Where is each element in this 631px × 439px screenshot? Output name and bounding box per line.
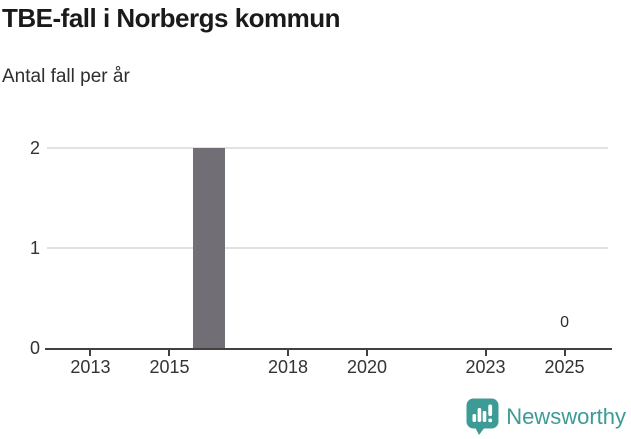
- x-axis-line: [45, 348, 612, 350]
- y-axis-tick-label: 1: [29, 238, 40, 258]
- x-axis-tick-mark: [168, 350, 171, 356]
- y-axis-tick-label: 2: [29, 138, 40, 158]
- x-axis-tick-label: 2020: [346, 357, 388, 377]
- x-axis-tick-label: 2018: [267, 357, 308, 377]
- x-axis-tick-mark: [563, 350, 566, 356]
- y-axis-tick-label: 0: [29, 338, 40, 358]
- x-axis-tick-mark: [366, 350, 368, 356]
- y-gridline: [47, 147, 608, 149]
- newsworthy-logo: Newsworthy: [466, 398, 626, 435]
- newsworthy-chart-bubble-icon: [466, 398, 499, 435]
- x-axis-tick-mark: [89, 350, 92, 356]
- x-axis-tick-mark: [484, 350, 487, 356]
- chart-subtitle: Antal fall per år: [2, 66, 130, 87]
- bar-2016[interactable]: [192, 148, 225, 348]
- x-axis-tick-label: 2013: [70, 357, 111, 377]
- y-gridline: [47, 247, 608, 249]
- x-axis-tick-label: 2023: [465, 357, 506, 377]
- x-axis-tick-label: 2015: [149, 357, 190, 377]
- latest-value-label: 0: [560, 314, 569, 331]
- x-axis-tick-mark: [286, 350, 289, 356]
- x-axis-tick-label: 2025: [544, 357, 585, 377]
- chart-title: TBE-fall i Norbergs kommun: [2, 3, 341, 33]
- newsworthy-brand-text: Newsworthy: [506, 403, 626, 429]
